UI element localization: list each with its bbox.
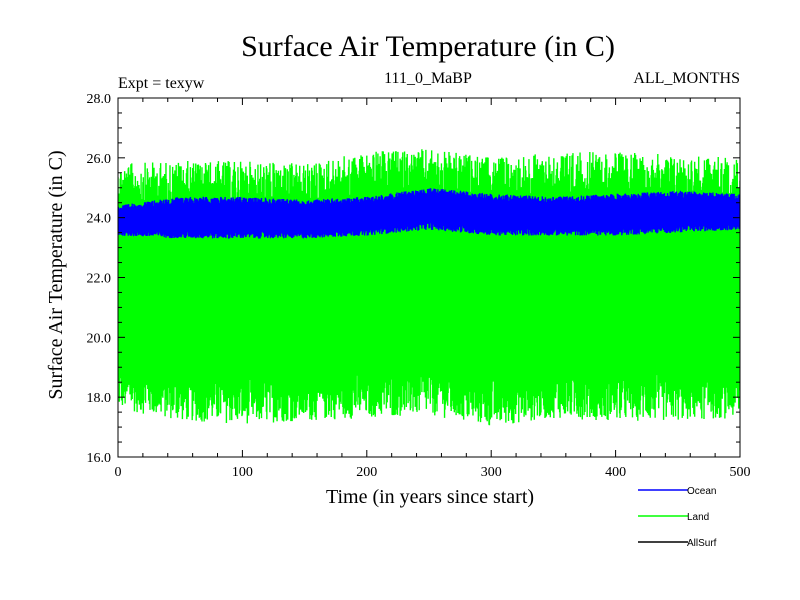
legend-label-ocean: Ocean (687, 486, 716, 497)
x-tick-label: 400 (605, 465, 626, 480)
chart-title: Surface Air Temperature (in C) (241, 30, 615, 63)
legend-label-land: Land (687, 512, 709, 523)
x-tick-label: 0 (115, 465, 122, 480)
axis-ticks: 0 100 200 300 400 500 16.0 18.0 20.0 22.0 24.0 26.0… (87, 92, 751, 480)
y-tick-label: 28.0 (87, 92, 112, 107)
x-tick-label: 200 (356, 465, 377, 480)
months-label: ALL_MONTHS (633, 70, 740, 87)
y-tick-label: 18.0 (87, 391, 112, 406)
legend: Ocean Land AllSurf (638, 486, 717, 549)
experiment-label: Expt = texyw (118, 75, 205, 92)
x-tick-label: 100 (232, 465, 253, 480)
y-tick-label: 20.0 (87, 331, 112, 346)
legend-label-allsurf: AllSurf (687, 538, 717, 549)
series-line-ocean (118, 188, 740, 239)
x-axis-label: Time (in years since start) (326, 486, 534, 508)
plot-area (117, 97, 741, 458)
y-axis-label: Surface Air Temperature (in C) (45, 150, 67, 399)
period-label: 111_0_MaBP (384, 70, 472, 87)
y-tick-label: 26.0 (87, 152, 112, 167)
y-tick-label: 16.0 (87, 451, 112, 466)
x-tick-label: 500 (730, 465, 751, 480)
y-tick-label: 22.0 (87, 272, 112, 287)
y-tick-label: 24.0 (87, 212, 112, 227)
x-tick-label: 300 (481, 465, 502, 480)
